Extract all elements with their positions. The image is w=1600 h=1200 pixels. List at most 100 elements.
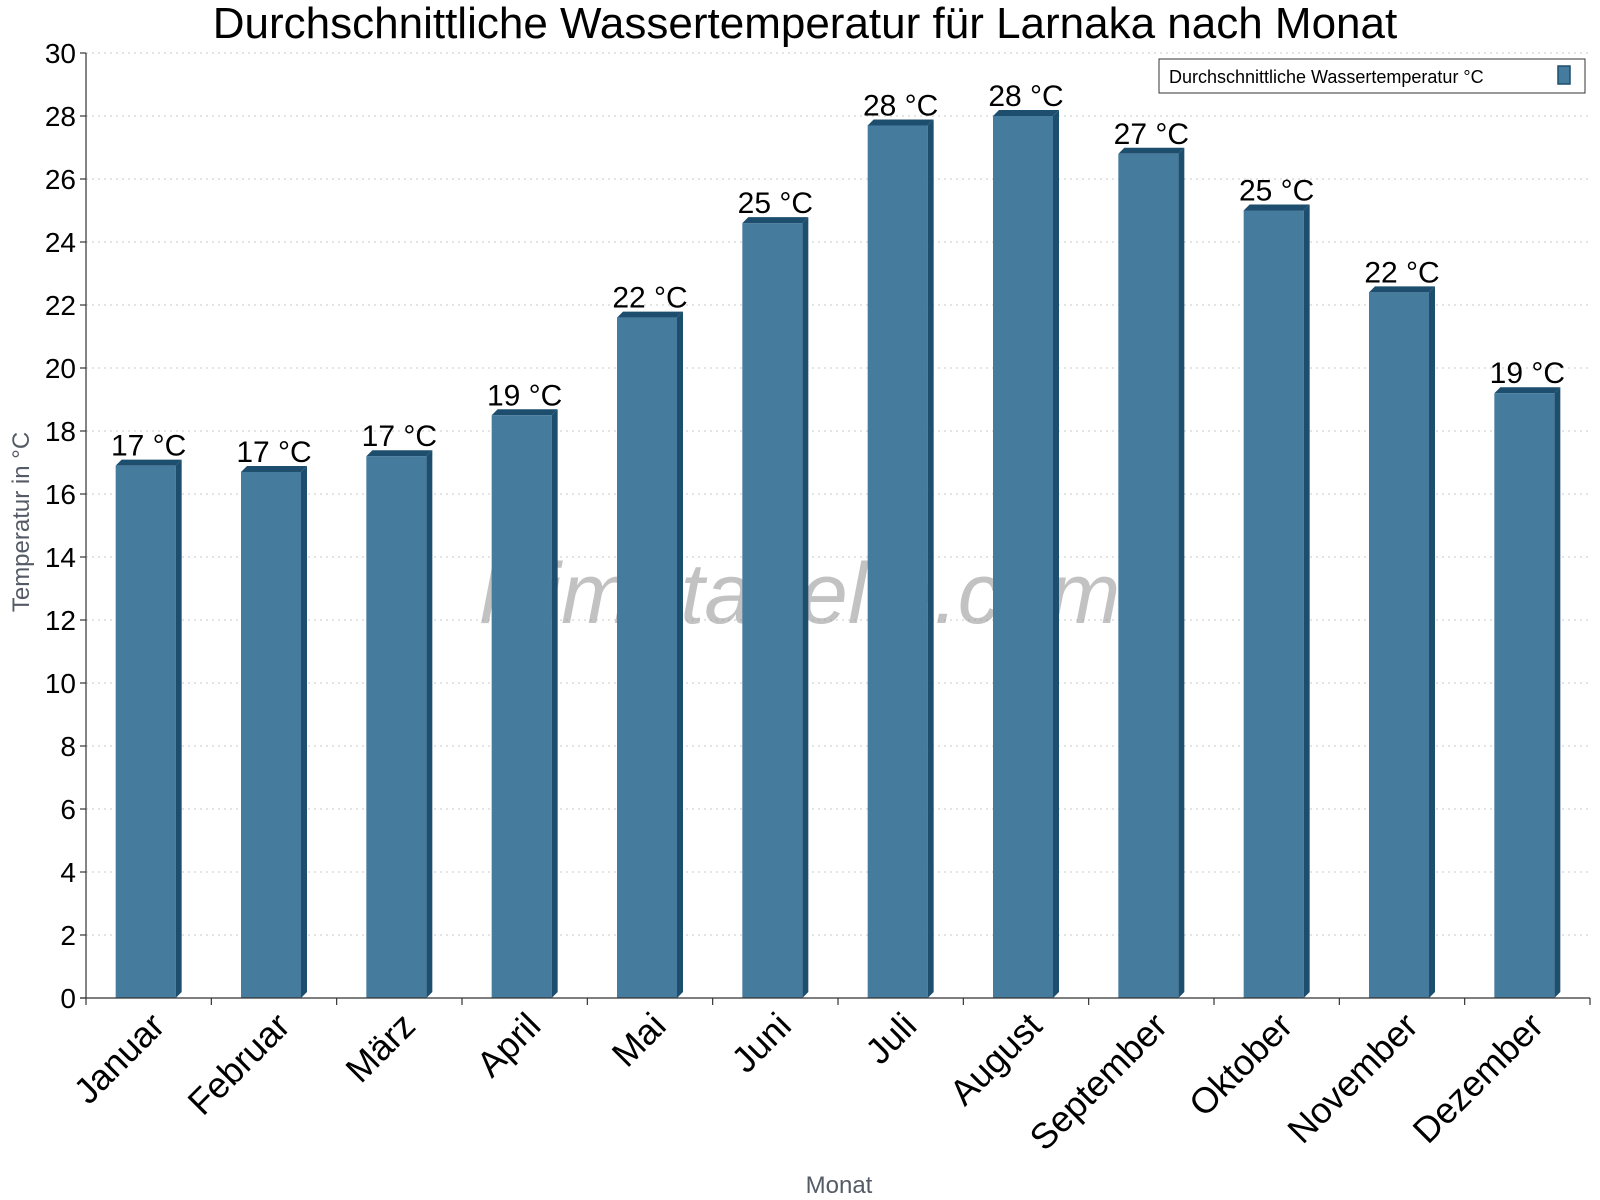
data-label: 17 °C [111, 430, 186, 463]
x-tick-label: April [468, 1005, 548, 1085]
bar-top [1243, 204, 1310, 211]
bar-top [366, 450, 433, 457]
grid-lines [86, 52, 1590, 936]
y-tick-label: 2 [60, 920, 76, 951]
y-tick-label: 8 [60, 731, 76, 762]
data-label: 22 °C [612, 282, 687, 315]
x-tick-label: August [941, 1005, 1049, 1113]
bar-front [366, 456, 427, 998]
data-label: 17 °C [236, 436, 311, 469]
y-tick-label: 4 [60, 857, 76, 888]
bar-dezember [1494, 387, 1561, 998]
y-axis-title: Temperatur in °C [8, 432, 35, 612]
bar-front [1243, 210, 1304, 998]
bar-front [1118, 153, 1179, 999]
bar-top [993, 110, 1059, 116]
bar-front [1369, 292, 1429, 998]
data-label: 28 °C [988, 80, 1063, 113]
bar-top [617, 311, 683, 318]
bar-juli [867, 119, 934, 998]
bar-side [426, 450, 433, 998]
x-tick-label: Oktober [1181, 1005, 1301, 1125]
y-tick-label: 10 [45, 668, 76, 699]
x-tick-label: Juli [857, 1005, 924, 1072]
bar-side [301, 465, 307, 998]
bar-top [115, 459, 182, 466]
bar-front [867, 125, 928, 998]
bar-top [742, 217, 809, 224]
x-axis-ticks: Januar Februar März April Mai Juni Juli AugustS… [65, 998, 1591, 1159]
y-tick-label: 14 [45, 542, 76, 573]
legend-label: Durchschnittliche Wassertemperatur °C [1169, 67, 1484, 87]
data-label: 19 °C [1490, 357, 1565, 390]
bar-front [491, 415, 552, 998]
y-tick-label: 26 [45, 164, 76, 195]
bar-front [1494, 393, 1555, 998]
x-tick-label: September [1021, 1005, 1175, 1159]
bar-front [742, 223, 803, 999]
bar-januar [115, 459, 182, 998]
x-tick-label: Dezember [1405, 1005, 1551, 1151]
bar-april [491, 409, 558, 998]
data-label: 17 °C [362, 420, 437, 453]
bar-november [1369, 286, 1435, 998]
bar-side [1178, 147, 1185, 999]
data-labels: 17 °C 17 °C 17 °C 19 °C 22 °C 25 °C 28 °C 28 °C… [111, 80, 1565, 469]
y-tick-label: 12 [45, 605, 76, 636]
y-tick-label: 30 [45, 38, 76, 69]
bar-front [115, 465, 176, 998]
y-tick-label: 20 [45, 353, 76, 384]
data-label: 28 °C [863, 89, 938, 122]
bar-top [867, 119, 934, 126]
legend-box [1158, 58, 1586, 94]
bar-top [241, 465, 307, 472]
bar-side [1429, 286, 1435, 998]
y-tick-label: 16 [45, 479, 76, 510]
x-tick-label: Januar [65, 1005, 172, 1112]
y-tick-label: 22 [45, 290, 76, 321]
bar-top [1369, 286, 1435, 293]
bar-juni [742, 217, 809, 999]
y-tick-label: 28 [45, 101, 76, 132]
bar-side [1303, 204, 1310, 998]
data-label: 19 °C [487, 379, 562, 412]
x-tick-label: Mai [604, 1005, 674, 1075]
bar-series [115, 110, 1561, 999]
bar-mai [617, 311, 683, 999]
data-label: 22 °C [1364, 256, 1439, 289]
bar-side [927, 119, 934, 998]
bar-top [1118, 147, 1185, 154]
x-tick-label: Juni [723, 1005, 799, 1081]
bar-side [802, 217, 809, 999]
data-label: 27 °C [1114, 118, 1189, 151]
bar-front [617, 317, 677, 999]
x-tick-label: März [337, 1005, 423, 1091]
bar-februar [241, 465, 307, 998]
y-tick-label: 24 [45, 227, 76, 258]
bar-top [491, 409, 558, 416]
y-tick-label: 18 [45, 416, 76, 447]
x-tick-label: November [1279, 1005, 1425, 1151]
bar-side [677, 311, 683, 999]
legend: Durchschnittliche Wassertemperatur °C [1158, 58, 1586, 94]
bar-top [1494, 387, 1561, 394]
bar-oktober [1243, 204, 1310, 998]
chart-title: Durchschnittliche Wassertemperatur für L… [213, 0, 1397, 48]
bar-august [993, 110, 1059, 998]
x-tick-label: Februar [180, 1005, 298, 1123]
data-label: 25 °C [1239, 175, 1314, 208]
bar-märz [366, 450, 433, 998]
legend-swatch [1557, 65, 1571, 85]
data-label: 25 °C [738, 187, 813, 220]
y-tick-label: 0 [60, 983, 76, 1014]
bar-side [1053, 110, 1059, 998]
bar-side [1554, 387, 1561, 998]
bar-side [551, 409, 558, 998]
x-axis-title: Monat [806, 1172, 873, 1199]
bar-september [1118, 147, 1185, 999]
bar-side [175, 459, 182, 998]
bar-front [993, 116, 1053, 998]
y-tick-label: 6 [60, 794, 76, 825]
